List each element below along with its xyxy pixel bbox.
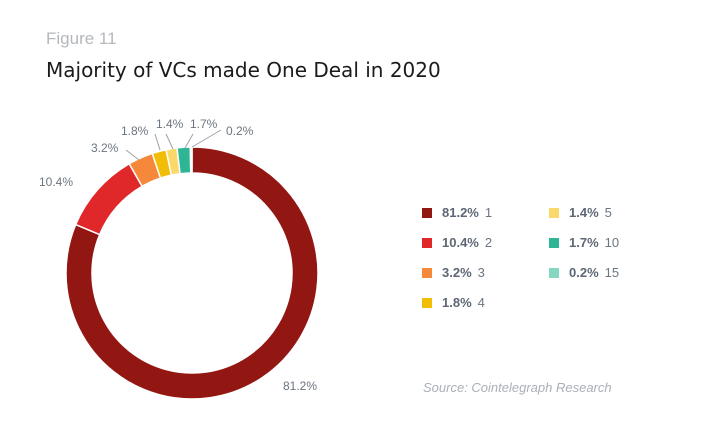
slice-label-2: 10.4%: [39, 175, 73, 189]
legend-item-3: 3.2% 3: [422, 265, 485, 280]
donut-slice-1: [65, 146, 319, 400]
legend-value-5: 1.4%: [569, 205, 599, 220]
slice-label-10: 1.7%: [190, 117, 218, 131]
legend-item-2: 10.4% 2: [422, 235, 492, 250]
donut-slice-15: [189, 146, 193, 174]
leader-line-10: [184, 133, 194, 149]
slice-labels: 81.2% 10.4% 3.2%1.8% 1.4% 1.7% 0.2%: [39, 117, 317, 393]
donut-slice-2: [74, 162, 144, 236]
slice-label-1: 81.2%: [283, 379, 317, 393]
legend-item-15: 0.2% 15: [549, 265, 619, 280]
leader-line-15: [191, 129, 222, 148]
legend-value-3: 3.2%: [442, 265, 472, 280]
leader-line-4: [154, 133, 161, 151]
legend-category-5: 5: [604, 205, 612, 220]
slice-label-4: 1.8%: [121, 124, 149, 138]
legend-item-1: 81.2% 1: [422, 205, 492, 220]
leader-line-3: [125, 149, 140, 161]
legend-swatch-3: [422, 267, 432, 278]
legend-value-10: 1.7%: [569, 235, 599, 250]
legend-value-1: 81.2%: [442, 205, 479, 220]
legend-swatch-10: [549, 237, 559, 248]
figure-label: Figure 11: [46, 29, 117, 48]
legend-item-10: 1.7% 10: [549, 235, 619, 250]
legend-category-1: 1: [484, 205, 493, 220]
legend-swatch-5: [549, 207, 559, 218]
legend-category-15: 15: [604, 265, 620, 280]
chart-title: Majority of VCs made One Deal in 2020: [46, 58, 441, 82]
legend-value-15: 0.2%: [569, 265, 599, 280]
legend-item-5: 1.4% 5: [549, 205, 612, 220]
legend-value-2: 10.4%: [442, 235, 479, 250]
source-note: Source: Cointelegraph Research: [423, 380, 612, 395]
legend-category-3: 3: [477, 265, 485, 280]
legend-swatch-1: [422, 207, 432, 218]
legend-category-4: 4: [477, 295, 485, 310]
legend-category-2: 2: [484, 235, 493, 250]
slice-label-5: 1.4%: [156, 117, 184, 131]
slice-label-3: 3.2%: [91, 141, 119, 155]
donut-slices: [65, 146, 319, 400]
leader-line-5: [165, 133, 174, 150]
slice-label-15: 0.2%: [226, 124, 254, 138]
legend-category-10: 10: [604, 235, 620, 250]
legend-item-4: 1.8% 4: [422, 295, 485, 310]
legend-swatch-4: [422, 297, 432, 308]
legend-swatch-2: [422, 237, 432, 248]
legend-swatch-15: [549, 267, 559, 278]
legend-value-4: 1.8%: [442, 295, 472, 310]
donut-slice-10: [176, 146, 192, 175]
